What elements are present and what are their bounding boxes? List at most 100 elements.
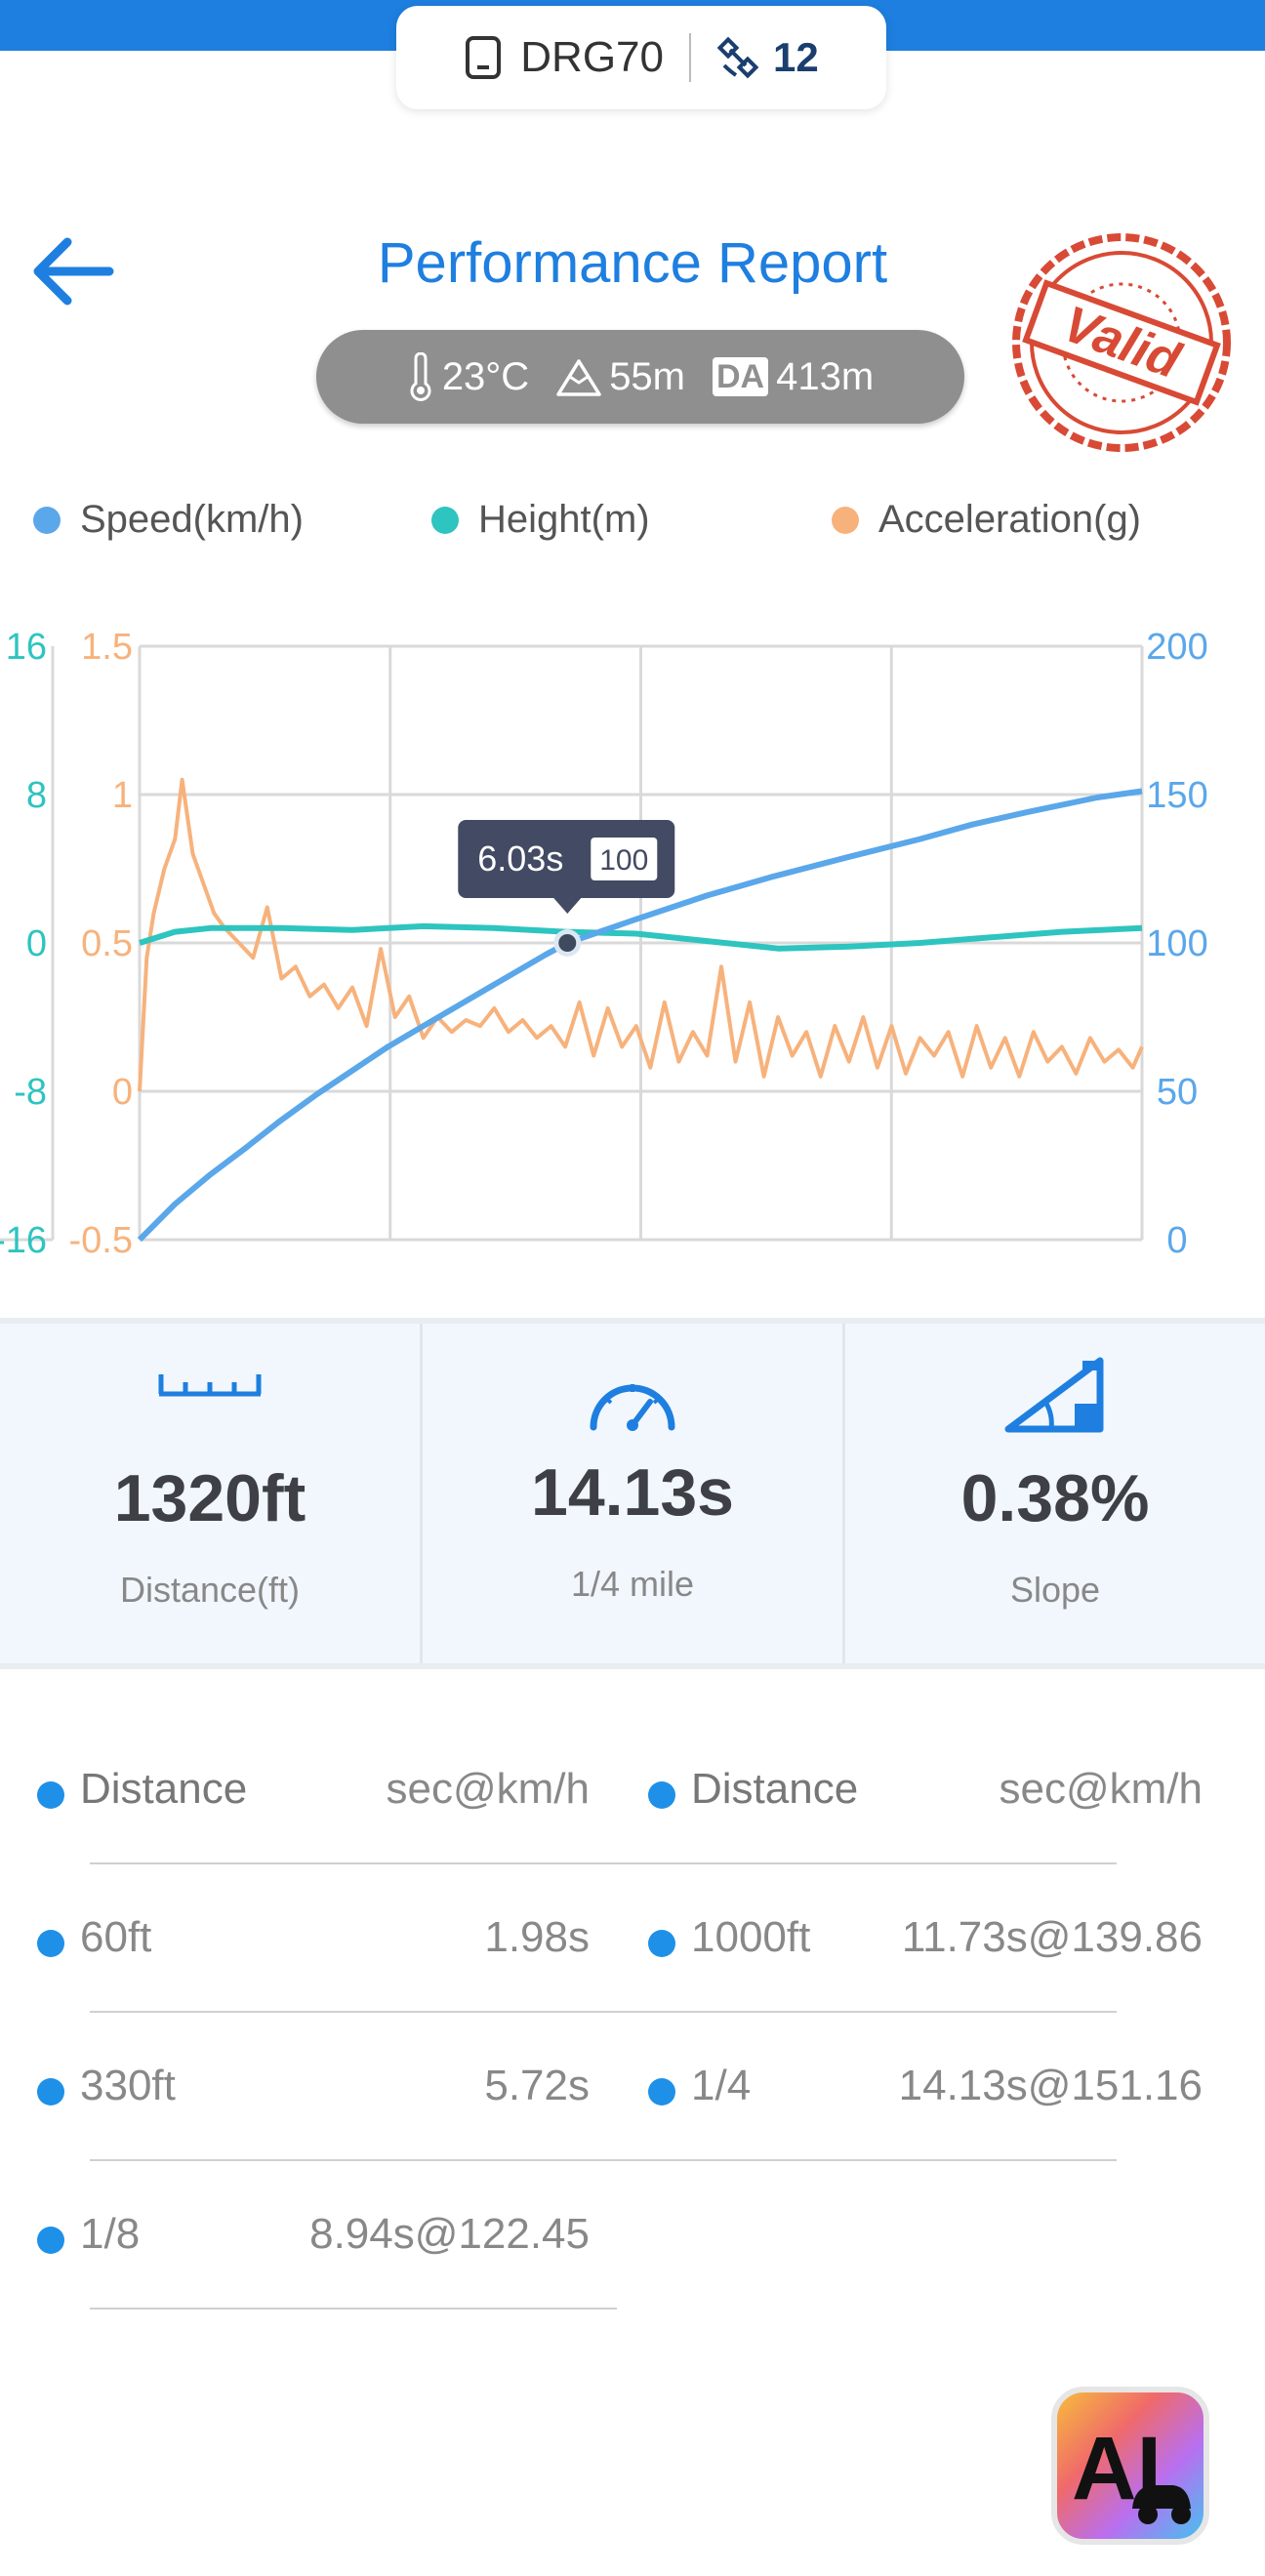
pill-divider: [689, 33, 691, 82]
device-name: DRG70: [520, 33, 664, 81]
chart-ticks: 16 8 0 -8 -16 1.5 1 0.5 0 -0.5 200 150 100 50 0: [0, 627, 1208, 1259]
summary-stats: 1320ft Distance(ft) 14.13s 1/4 mile 0.38…: [0, 1318, 1265, 1669]
row-divider: [90, 2308, 617, 2310]
row-divider: [90, 2159, 1117, 2161]
stat-slope: 0.38% Slope: [845, 1324, 1265, 1663]
speed-tick-label: 0: [1166, 1220, 1187, 1259]
split-row: 1/4 14.13s@151.16: [648, 2062, 1203, 2120]
altitude-value: 55m: [609, 354, 685, 398]
valid-stamp: Valid: [1012, 233, 1231, 452]
chart-tooltip: 6.03s 100: [458, 820, 675, 957]
split-row: 330ft 5.72s: [37, 2062, 590, 2120]
stat-quarter-mile-label: 1/4 mile: [570, 1564, 695, 1604]
conditions-pill: 23°C 55m DA 413m: [316, 330, 964, 424]
height-tick-label: 8: [26, 775, 47, 816]
split-distance: 1000ft: [691, 1913, 811, 1961]
split-header-distance: Distance: [691, 1765, 859, 1813]
density-altitude-value: 413m: [776, 354, 875, 398]
tooltip-time: 6.03s: [477, 838, 563, 879]
height-tick-label: -8: [14, 1072, 47, 1113]
height-tick-label: 0: [26, 923, 47, 964]
split-row: 1000ft 11.73s@139.86: [648, 1913, 1203, 1972]
temperature-value: 23°C: [441, 354, 530, 398]
tooltip-value-badge: [591, 838, 658, 880]
satellite-icon: [716, 36, 759, 79]
split-header-distance: Distance: [80, 1765, 248, 1813]
da-badge: DA: [713, 357, 769, 396]
stat-quarter-mile: 14.13s 1/4 mile: [423, 1324, 845, 1663]
stat-slope-value: 0.38%: [960, 1461, 1150, 1535]
tooltip-marker: [558, 934, 577, 952]
height-tick-label: 16: [6, 627, 47, 668]
split-header-right: Distance sec@km/h: [648, 1765, 1203, 1823]
ai-logo-icon: AI: [1051, 2387, 1209, 2545]
acceleration-tick-label: 0: [112, 1072, 133, 1113]
legend-height-swatch: [431, 506, 459, 534]
ai-assistant-button[interactable]: AI: [1048, 2384, 1212, 2548]
bullet-dot: [648, 1930, 675, 1957]
speed-line: [137, 788, 1143, 1243]
bullet-dot: [37, 1781, 64, 1809]
split-time: 8.94s@122.45: [309, 2210, 590, 2258]
temperature-item: 23°C: [407, 352, 529, 401]
speed-tick-label: 150: [1146, 775, 1207, 816]
stat-distance-value: 1320ft: [113, 1461, 306, 1535]
stat-quarter-mile-value: 14.13s: [531, 1455, 734, 1530]
bullet-dot: [37, 2227, 64, 2254]
stat-distance: 1320ft Distance(ft): [0, 1324, 423, 1663]
speed-tick-label: 200: [1146, 627, 1207, 668]
legend-acceleration-label: Acceleration(g): [878, 498, 1142, 541]
split-distance: 60ft: [80, 1913, 152, 1961]
legend-height[interactable]: Height(m): [431, 498, 650, 542]
split-row: 1/8 8.94s@122.45: [37, 2210, 590, 2269]
legend-speed[interactable]: Speed(km/h): [33, 498, 304, 542]
report-sheet: [0, 51, 1265, 2576]
bullet-dot: [37, 1930, 64, 1957]
speed-tick-label: 100: [1146, 923, 1207, 964]
back-arrow-icon[interactable]: [23, 223, 121, 320]
split-time: 11.73s@139.86: [901, 1913, 1203, 1961]
acceleration-tick-label: -0.5: [69, 1220, 133, 1259]
stat-slope-label: Slope: [1009, 1570, 1101, 1610]
row-divider: [90, 2011, 1117, 2013]
split-row: 60ft 1.98s: [37, 1913, 590, 1972]
split-header-value: sec@km/h: [999, 1765, 1203, 1813]
legend-speed-swatch: [33, 506, 61, 534]
row-divider: [90, 1862, 1117, 1864]
split-distance: 1/8: [80, 2210, 141, 2258]
device-status-pill[interactable]: DRG70 12: [396, 6, 886, 109]
bullet-dot: [648, 1781, 675, 1809]
split-distance: 330ft: [80, 2062, 176, 2109]
acceleration-tick-label: 1.5: [81, 627, 133, 668]
bullet-dot: [648, 2078, 675, 2106]
split-time: 5.72s: [484, 2062, 590, 2109]
split-header-value: sec@km/h: [386, 1765, 590, 1813]
chart-lines: [137, 777, 1144, 1243]
height-tick-label: -16: [0, 1220, 47, 1259]
legend-acceleration-swatch: [832, 506, 859, 534]
tooltip-pointer: [553, 898, 582, 914]
tooltip-value: 100: [599, 844, 648, 877]
satellite-count: 12: [773, 34, 819, 80]
density-altitude-item: DA 413m: [713, 355, 874, 399]
speedometer-icon: [590, 1384, 675, 1431]
altitude-item: 55m: [556, 355, 685, 399]
split-header-left: Distance sec@km/h: [37, 1765, 590, 1823]
page-title: Performance Report: [377, 231, 888, 295]
legend-height-label: Height(m): [478, 498, 650, 541]
acceleration-tick-label: 0.5: [81, 923, 133, 964]
bullet-dot: [37, 2078, 64, 2106]
split-time: 14.13s@151.16: [898, 2062, 1203, 2109]
split-distance: 1/4: [691, 2062, 752, 2109]
acceleration-tick-label: 1: [112, 775, 133, 816]
stat-distance-label: Distance(ft): [119, 1570, 301, 1610]
split-time: 1.98s: [484, 1913, 590, 1961]
acceleration-line: [138, 777, 1144, 1092]
speed-tick-label: 50: [1157, 1072, 1198, 1113]
device-icon: [466, 36, 502, 79]
thermometer-icon: [410, 352, 431, 401]
chart-legend: Speed(km/h) Height(m) Acceleration(g): [0, 498, 1265, 556]
ruler-icon: [158, 1374, 262, 1397]
legend-acceleration[interactable]: Acceleration(g): [832, 498, 1141, 542]
